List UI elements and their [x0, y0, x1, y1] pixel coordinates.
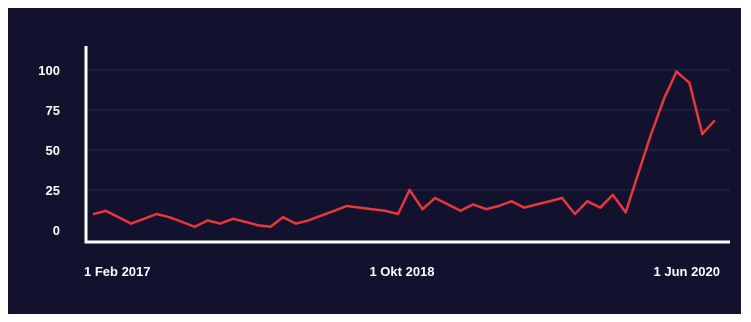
data-point	[218, 222, 222, 225]
data-point	[446, 203, 450, 206]
data-point	[307, 219, 310, 222]
data-point	[649, 132, 653, 136]
line-chart: 0 25 50 75 100 1 Feb 2017 1 Okt 2018 1 Jun 202…	[38, 46, 730, 279]
data-point	[624, 211, 627, 214]
data-point	[408, 188, 411, 192]
data-point	[345, 204, 348, 208]
data-point	[129, 222, 133, 225]
data-point	[573, 212, 577, 216]
data-point	[548, 200, 552, 203]
data-point	[358, 206, 361, 209]
data-point	[269, 225, 272, 228]
data-point	[701, 132, 704, 136]
data-point	[231, 217, 235, 220]
data-point	[421, 208, 424, 211]
data-point	[142, 217, 146, 220]
x-tick-label: 1 Okt 2018	[369, 264, 434, 279]
data-point	[244, 220, 248, 224]
data-point	[370, 208, 374, 211]
data-point	[181, 220, 184, 224]
data-point	[485, 208, 488, 211]
y-tick-label-100: 100	[38, 63, 60, 78]
data-point	[193, 225, 196, 228]
data-point	[256, 224, 259, 227]
data-point	[497, 204, 500, 208]
data-point	[712, 120, 716, 123]
data-point	[155, 212, 158, 216]
data-point	[294, 222, 298, 225]
grid-lines	[86, 69, 730, 191]
y-tick-labels: 0 25 50 75 100	[38, 63, 60, 238]
x-tick-labels: 1 Feb 2017 1 Okt 2018 1 Jun 2020	[84, 264, 720, 279]
data-point	[206, 219, 209, 222]
data-point	[433, 196, 437, 200]
data-point	[459, 209, 462, 212]
chart-panel: 0 25 50 75 100 1 Feb 2017 1 Okt 2018 1 Jun 202…	[8, 8, 741, 314]
y-tick-label-25: 25	[46, 183, 60, 198]
data-point	[586, 200, 589, 203]
data-point	[117, 216, 120, 219]
data-point	[472, 203, 475, 206]
data-point	[396, 212, 400, 216]
data-point	[168, 216, 171, 219]
data-point	[611, 193, 615, 196]
y-tick-label-0: 0	[53, 223, 60, 238]
data-point	[599, 206, 602, 209]
data-point	[637, 171, 640, 174]
data-point	[688, 81, 691, 85]
axes	[84, 46, 730, 244]
data-point	[662, 97, 666, 101]
y-tick-label-50: 50	[46, 143, 60, 158]
data-point	[281, 216, 285, 219]
series-line	[92, 70, 716, 229]
data-point	[333, 209, 336, 212]
data-point	[104, 209, 107, 212]
data-point	[510, 200, 513, 203]
data-point	[92, 212, 96, 216]
x-tick-label: 1 Feb 2017	[84, 264, 151, 279]
data-point	[535, 203, 539, 206]
data-point	[383, 209, 387, 212]
x-tick-label: 1 Jun 2020	[654, 264, 721, 279]
data-point	[320, 214, 323, 217]
series-layer	[92, 70, 716, 229]
data-point	[522, 206, 526, 209]
data-point	[560, 196, 564, 200]
y-tick-label-75: 75	[46, 103, 60, 118]
data-point	[675, 70, 678, 73]
